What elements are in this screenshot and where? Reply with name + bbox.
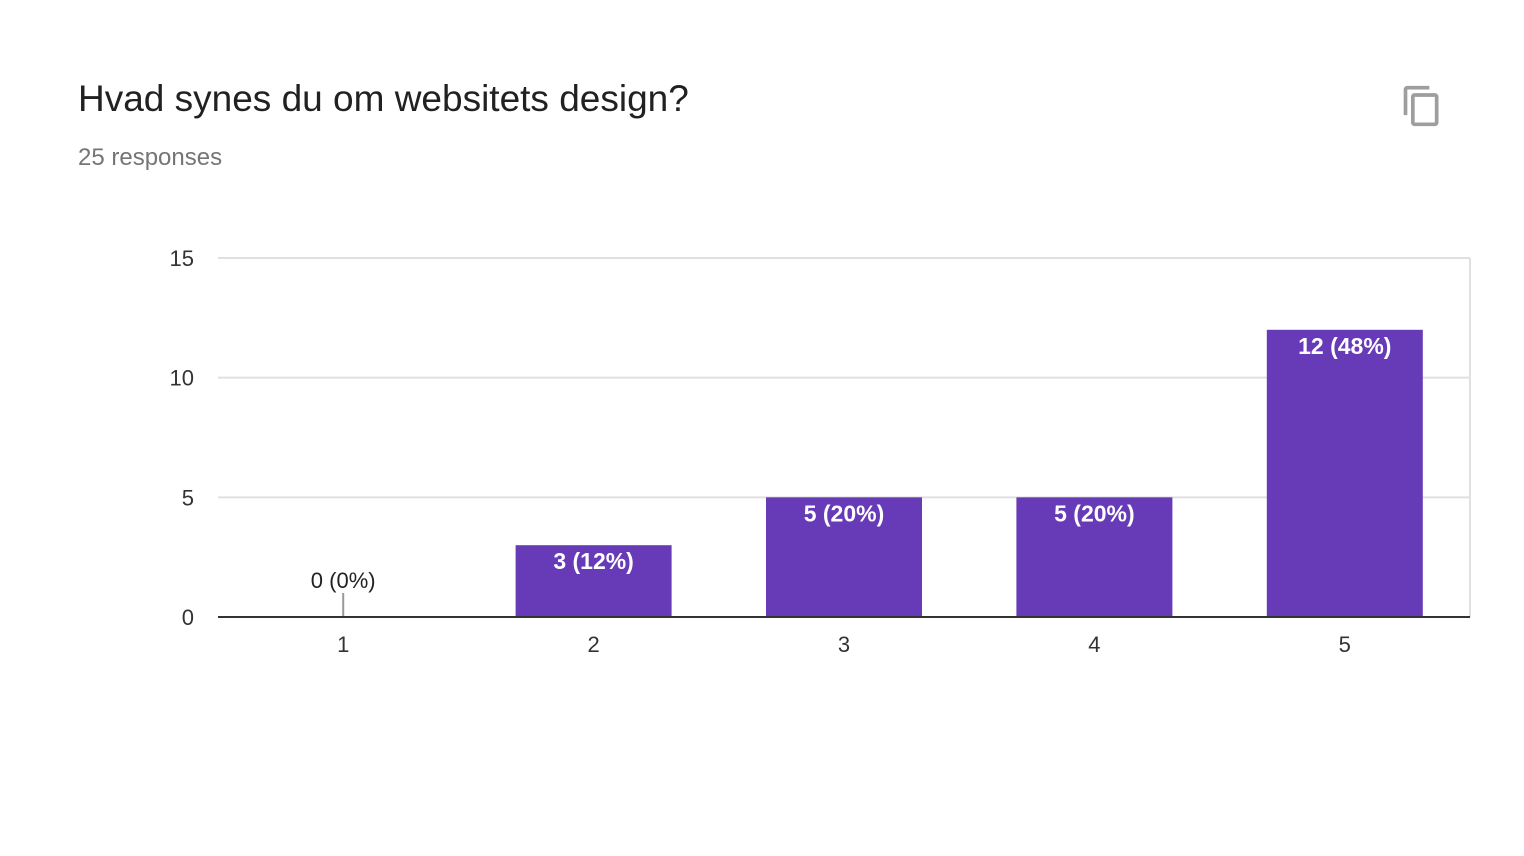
- x-tick-label: 1: [337, 632, 349, 657]
- bar: [1016, 497, 1173, 617]
- bar: [766, 497, 922, 617]
- x-tick-label: 4: [1088, 632, 1100, 657]
- y-tick-label: 10: [170, 366, 194, 391]
- data-label: 5 (20%): [1054, 500, 1135, 526]
- copy-icon: [1403, 85, 1439, 127]
- y-tick-label: 0: [182, 605, 194, 630]
- data-label: 0 (0%): [311, 568, 376, 593]
- bar: [515, 545, 672, 617]
- data-label: 3 (12%): [553, 548, 634, 574]
- bar: [1266, 329, 1423, 617]
- copy-chart-button[interactable]: [1400, 84, 1444, 128]
- x-tick-label: 2: [587, 632, 599, 657]
- y-tick-label: 15: [170, 246, 194, 271]
- question-title: Hvad synes du om websitets design?: [78, 78, 689, 119]
- x-tick-label: 5: [1339, 632, 1351, 657]
- y-tick-label: 5: [182, 485, 194, 510]
- response-count: 25 responses: [78, 144, 223, 171]
- x-tick-label: 3: [838, 632, 850, 657]
- data-label: 12 (48%): [1298, 333, 1391, 359]
- data-label: 5 (20%): [804, 500, 885, 526]
